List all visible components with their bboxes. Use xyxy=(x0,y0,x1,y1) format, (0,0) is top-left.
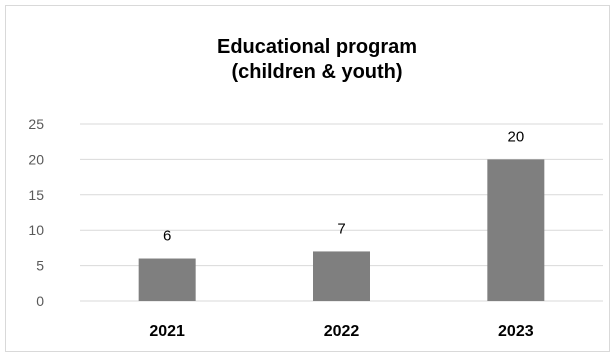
x-category-label: 2022 xyxy=(324,323,360,340)
bars xyxy=(138,159,545,301)
data-label-2022: 7 xyxy=(337,220,345,237)
y-tick-label: 10 xyxy=(28,222,44,238)
x-axis-category-labels: 2021 2022 2023 xyxy=(149,323,533,340)
y-axis-tick-labels: 0 5 10 15 20 25 xyxy=(28,116,44,309)
data-labels: 6 7 20 xyxy=(163,128,524,244)
y-tick-label: 15 xyxy=(28,187,44,203)
x-category-label: 2023 xyxy=(498,323,534,340)
data-label-2023: 20 xyxy=(507,128,524,145)
y-tick-label: 25 xyxy=(28,116,44,132)
bar-2022 xyxy=(313,251,370,301)
chart-title-line-2: (children & youth) xyxy=(231,61,402,83)
bar-2021 xyxy=(138,258,196,301)
x-category-label: 2021 xyxy=(149,323,185,340)
y-tick-label: 20 xyxy=(28,151,44,167)
bar-2023 xyxy=(487,159,545,301)
y-tick-label: 0 xyxy=(36,293,44,309)
data-label-2021: 6 xyxy=(163,228,171,245)
y-tick-label: 5 xyxy=(36,258,44,274)
chart-title-line-1: Educational program xyxy=(217,36,417,58)
